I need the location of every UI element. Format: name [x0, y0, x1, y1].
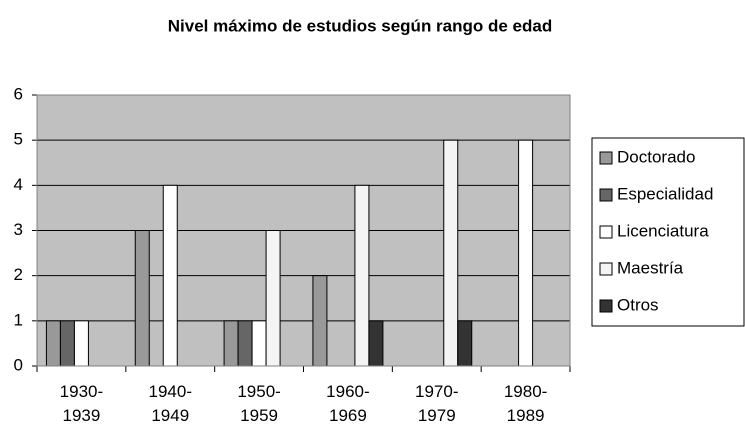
x-tick-label: 1940-1949 — [148, 382, 192, 425]
bar — [368, 320, 384, 367]
y-tick-label: 3 — [14, 220, 23, 239]
legend-label: Doctorado — [617, 147, 695, 166]
bar — [518, 139, 534, 367]
legend-swatch — [599, 188, 613, 202]
x-tick-label: 1950-1959 — [237, 382, 281, 425]
legend-box — [591, 137, 745, 327]
plot-border — [36, 94, 571, 367]
y-tick-label: 4 — [14, 175, 23, 194]
bar — [265, 230, 281, 367]
x-tick-label: 1980-1989 — [503, 382, 548, 425]
bar — [59, 320, 75, 367]
y-tick-label: 2 — [14, 265, 23, 284]
legend-swatch — [599, 299, 613, 313]
bar — [162, 184, 178, 367]
y-tick-label: 0 — [14, 355, 23, 374]
bar — [251, 320, 267, 367]
x-tick-label: 1970-1979 — [415, 382, 459, 425]
bar — [312, 275, 328, 367]
bar — [443, 139, 459, 367]
legend-swatch — [599, 225, 613, 239]
bar — [45, 320, 61, 367]
legend-label: Maestría — [617, 258, 684, 277]
legend-label: Licenciatura — [617, 221, 709, 240]
bar — [223, 320, 239, 367]
chart-title: Nivel máximo de estudios según rango de … — [168, 16, 552, 35]
y-tick-label: 5 — [14, 130, 23, 149]
x-tick-label: 1930-1939 — [59, 382, 104, 425]
y-tick-label: 6 — [14, 84, 23, 103]
legend-label: Otros — [617, 295, 659, 314]
bar — [354, 184, 370, 367]
bar — [237, 320, 253, 367]
legend-swatch — [599, 151, 613, 165]
legend-swatch — [599, 262, 613, 276]
x-tick-label: 1960-1969 — [326, 382, 370, 425]
bar — [457, 320, 473, 367]
bar — [73, 320, 89, 367]
y-tick-label: 1 — [14, 310, 23, 329]
bar — [134, 230, 150, 367]
legend-label: Especialidad — [617, 184, 713, 203]
